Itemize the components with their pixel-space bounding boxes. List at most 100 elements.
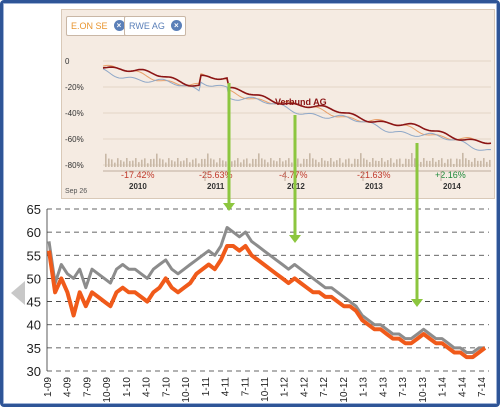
volume-bar <box>114 162 116 167</box>
annual-return-label: +2.16% <box>435 170 466 180</box>
volume-bar <box>174 161 176 167</box>
volume-bar <box>435 161 437 167</box>
volume-bar <box>444 162 446 167</box>
volume-bar <box>354 158 356 167</box>
volume-bar <box>264 159 266 167</box>
volume-bar <box>195 158 197 167</box>
volume-bar <box>291 162 293 167</box>
series-line <box>47 226 485 354</box>
volume-bar <box>465 158 467 167</box>
volume-bar <box>387 160 389 167</box>
volume-bar <box>138 162 140 167</box>
x-tick-label: 4-14 <box>457 377 468 397</box>
volume-bar <box>129 161 131 167</box>
volume-bar <box>168 158 170 167</box>
x-tick-label: 10-09 <box>102 377 113 403</box>
x-tick-label: 10-13 <box>418 377 429 403</box>
volume-bar <box>108 158 110 167</box>
x-tick-label: 10-11 <box>260 377 271 402</box>
volume-bar <box>258 153 260 167</box>
volume-bar <box>456 158 458 167</box>
volume-bar <box>339 158 341 167</box>
y-tick-label: 65 <box>27 202 41 217</box>
x-tick-label: 7-09 <box>82 377 93 397</box>
volume-bar <box>486 161 488 167</box>
volume-bar <box>414 158 416 167</box>
tab-rwe[interactable]: RWE AG × <box>124 16 186 36</box>
volume-bar <box>447 159 449 167</box>
volume-bar <box>345 159 347 167</box>
volume-bar <box>426 160 428 167</box>
annual-return-label: -25.63% <box>199 170 233 180</box>
annual-return-label: -17.42% <box>121 170 155 180</box>
volume-bar <box>276 161 278 167</box>
volume-bar <box>315 159 317 167</box>
volume-bar <box>390 158 392 167</box>
volume-bar <box>327 161 329 167</box>
volume-bar <box>210 158 212 167</box>
top-chart-svg: 0 -20% -40% -60% -80% 2010 -17.42% 2011 -25.63% 2… <box>65 57 492 195</box>
volume-bar <box>267 162 269 167</box>
volume-bar <box>237 158 239 167</box>
volume-bar <box>399 158 401 167</box>
x-tick-label: 1-12 <box>280 377 291 397</box>
volume-bar <box>333 161 335 167</box>
volume-bar <box>450 158 452 167</box>
x-tick-label: 1-14 <box>438 377 449 397</box>
tab-eon[interactable]: E.ON SE × <box>66 16 129 36</box>
volume-bar <box>282 161 284 167</box>
volume-bar <box>417 159 419 167</box>
volume-bar <box>159 158 161 167</box>
x-tick-label: 1-10 <box>122 377 133 397</box>
series-line <box>47 244 487 360</box>
x-tick-label: 1-09 <box>43 377 54 397</box>
volume-bar <box>294 159 296 167</box>
x-tick-label: 4-12 <box>299 377 310 397</box>
volume-bar <box>252 158 254 167</box>
x-tick-label: 10-12 <box>339 377 350 403</box>
volume-bar <box>180 161 182 167</box>
top-x-tick-label: 2011 <box>207 182 225 191</box>
volume-bar <box>120 160 122 167</box>
top-series-verbund <box>102 66 492 145</box>
annual-return-label: -21.63% <box>357 170 391 180</box>
volume-bar <box>468 159 470 167</box>
top-y-tick-label: -80% <box>65 161 84 170</box>
volume-bar <box>441 158 443 167</box>
volume-bar <box>477 160 479 167</box>
volume-bar <box>375 160 377 167</box>
volume-bar <box>309 153 311 167</box>
top-series-rwe <box>102 68 492 151</box>
volume-bar <box>357 159 359 167</box>
volume-bar <box>213 159 215 167</box>
volume-bar <box>363 158 365 167</box>
top-x-tick-label: 2013 <box>365 182 383 191</box>
volume-bar <box>111 159 113 167</box>
x-tick-label: 7-14 <box>477 377 488 397</box>
volume-bar <box>234 160 236 167</box>
volume-bar <box>156 153 158 167</box>
x-circle-icon[interactable]: × <box>170 20 182 31</box>
y-tick-label: 50 <box>27 271 41 286</box>
volume-bar <box>360 153 362 167</box>
volume-bar <box>489 159 491 167</box>
volume-bar <box>348 158 350 167</box>
x-tick-label: 4-11 <box>221 377 232 397</box>
volume-bar <box>186 158 188 167</box>
y-tick-label: 35 <box>27 341 41 356</box>
volume-bar <box>207 153 209 167</box>
volume-bar <box>402 163 404 167</box>
volume-bar <box>420 161 422 167</box>
volume-bar <box>228 158 230 167</box>
volume-bar <box>312 158 314 167</box>
volume-bar <box>432 158 434 167</box>
volume-bar <box>306 158 308 167</box>
top-x-tick-label: 2010 <box>129 182 147 191</box>
volume-bar <box>198 163 200 167</box>
volume-bar <box>330 158 332 167</box>
x-circle-icon[interactable]: × <box>113 20 125 31</box>
left-arrow-icon[interactable] <box>11 281 25 305</box>
volume-bar <box>393 162 395 167</box>
volume-bar <box>204 158 206 167</box>
